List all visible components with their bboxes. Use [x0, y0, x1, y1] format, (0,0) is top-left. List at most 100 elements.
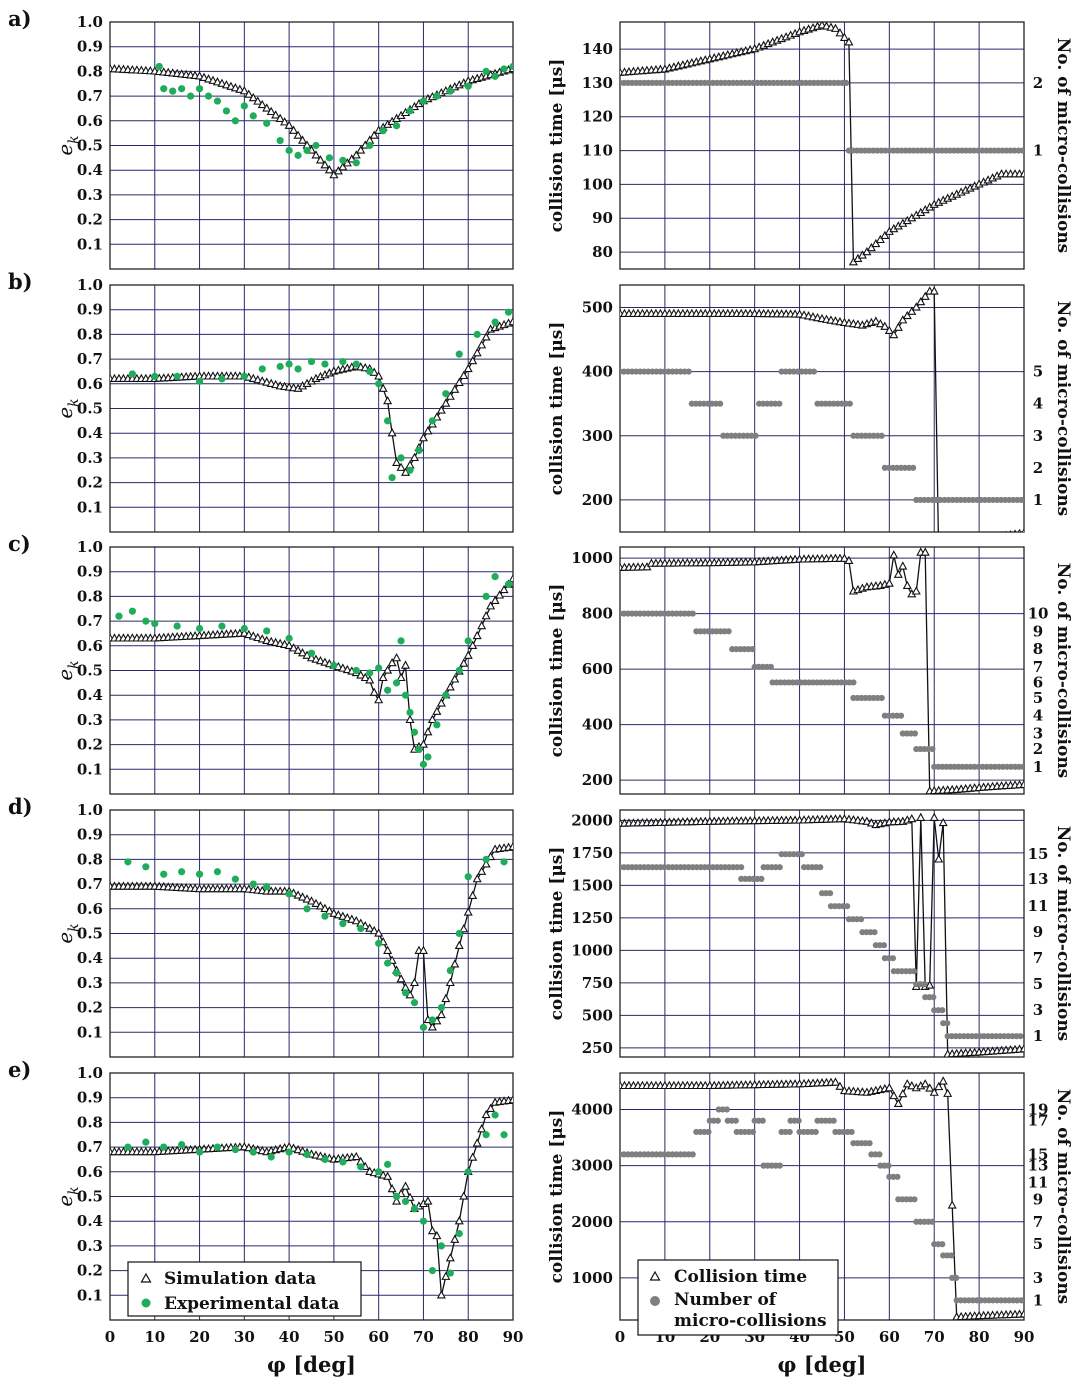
data-point-triangle — [898, 315, 908, 324]
data-point-experimental — [401, 1197, 410, 1206]
y-tick-label: 0.3 — [77, 449, 103, 467]
data-point-triangle — [248, 373, 258, 383]
x-tick-label: 30 — [234, 1328, 255, 1346]
y2-tick-label: 3 — [1033, 1269, 1043, 1287]
data-point-triangle — [306, 896, 317, 905]
data-point-triangle — [830, 1077, 840, 1086]
data-point-experimental — [307, 649, 316, 657]
data-point-experimental — [397, 637, 405, 645]
y-tick-label: 0.2 — [77, 999, 103, 1017]
data-point-triangle — [1019, 779, 1024, 788]
data-point-triangle — [369, 925, 379, 935]
data-point-triangle — [418, 432, 428, 442]
series-line-simulation — [110, 846, 513, 1029]
data-point-experimental — [473, 330, 481, 338]
y-axis-label-sub: k — [66, 1186, 82, 1194]
x-tick-label: 60 — [879, 1328, 900, 1346]
y-tick-label: 0.9 — [77, 301, 103, 319]
data-point-triangle — [980, 538, 987, 545]
data-point-triangle — [1017, 528, 1022, 532]
y-tick-label: 2000 — [571, 811, 613, 829]
data-point-experimental — [294, 365, 302, 373]
data-point-experimental — [249, 880, 257, 888]
data-point-experimental — [500, 1131, 508, 1139]
data-point-experimental — [160, 85, 168, 93]
data-point-triangle — [971, 540, 978, 547]
data-point-triangle — [311, 150, 321, 159]
data-point-triangle — [378, 672, 388, 682]
x-tick-label: 80 — [969, 1328, 990, 1346]
data-point-microcollision — [857, 916, 865, 923]
y-tick-label: 1500 — [571, 876, 613, 894]
x-tick-label: 20 — [189, 1328, 210, 1346]
data-point-triangle — [289, 1143, 299, 1152]
data-point-experimental — [419, 97, 428, 105]
data-point-triangle — [989, 535, 996, 542]
data-point-experimental — [410, 999, 419, 1007]
y-tick-label: 400 — [582, 363, 613, 381]
y-tick-label: 0.8 — [77, 850, 103, 868]
plot-frame — [619, 546, 1025, 795]
data-point-experimental — [321, 912, 329, 920]
data-point-triangle — [938, 1076, 948, 1085]
data-point-experimental — [285, 360, 293, 368]
data-point-experimental — [491, 318, 499, 326]
y-tick-label: 0.9 — [77, 1089, 103, 1107]
data-layer — [620, 812, 1024, 1057]
data-point-microcollision — [685, 368, 692, 375]
data-point-experimental — [397, 454, 405, 462]
data-point-microcollision — [910, 464, 917, 471]
y-tick-label: 0.1 — [77, 1023, 103, 1041]
data-point-triangle — [871, 238, 881, 248]
panel-letter: a) — [8, 6, 32, 31]
data-point-triangle — [387, 657, 397, 667]
data-point-triangle — [338, 663, 348, 672]
data-point-triangle — [351, 1151, 361, 1161]
data-point-experimental — [276, 362, 284, 371]
data-point-triangle — [374, 694, 384, 704]
data-point-triangle — [916, 812, 926, 821]
y-axis-label: collision time [μs] — [547, 584, 567, 758]
data-point-microcollision — [871, 929, 878, 936]
data-point-experimental — [339, 1158, 347, 1166]
data-point-experimental — [285, 890, 293, 898]
data-point-microcollision — [878, 694, 885, 702]
data-point-experimental — [187, 92, 195, 100]
x-axis-label: φ [deg] — [267, 1352, 356, 1377]
data-point-experimental — [500, 858, 508, 866]
data-point-microcollision — [786, 1128, 793, 1136]
data-point-triangle — [459, 1191, 469, 1200]
data-point-experimental — [195, 624, 204, 633]
y-tick-label: 800 — [582, 605, 613, 623]
data-point-experimental — [231, 117, 239, 125]
y-tick-label: 0.4 — [77, 949, 103, 967]
data-point-experimental — [213, 97, 222, 105]
data-point-experimental — [504, 308, 513, 316]
data-point-triangle — [450, 959, 460, 968]
y-tick-label: 0.6 — [77, 112, 103, 130]
data-point-triangle — [898, 561, 908, 570]
y-tick-label: 0.5 — [77, 1188, 103, 1206]
data-point-triangle — [221, 80, 231, 89]
data-point-experimental — [218, 375, 226, 383]
data-point-experimental — [464, 82, 472, 90]
data-point-triangle — [315, 155, 325, 164]
data-point-triangle — [1009, 530, 1012, 532]
data-point-microcollision — [894, 1173, 901, 1180]
data-point-experimental — [455, 929, 463, 938]
grid — [620, 285, 1024, 532]
data-point-microcollision — [759, 1117, 766, 1124]
data-point-experimental — [142, 863, 150, 871]
data-point-experimental — [240, 624, 248, 633]
data-point-triangle — [392, 457, 402, 466]
data-point-triangle — [351, 916, 361, 925]
x-tick-label: 80 — [458, 1328, 479, 1346]
data-point-triangle — [320, 657, 330, 666]
data-point-microcollision — [830, 1117, 837, 1124]
data-point-experimental — [437, 1242, 445, 1250]
y-tick-label: 2000 — [571, 1213, 613, 1231]
data-point-experimental — [433, 92, 441, 100]
data-point-triangle — [1021, 528, 1024, 532]
y-axis-label: collision time [μs] — [547, 59, 567, 233]
x-tick-label: 0 — [105, 1328, 115, 1346]
